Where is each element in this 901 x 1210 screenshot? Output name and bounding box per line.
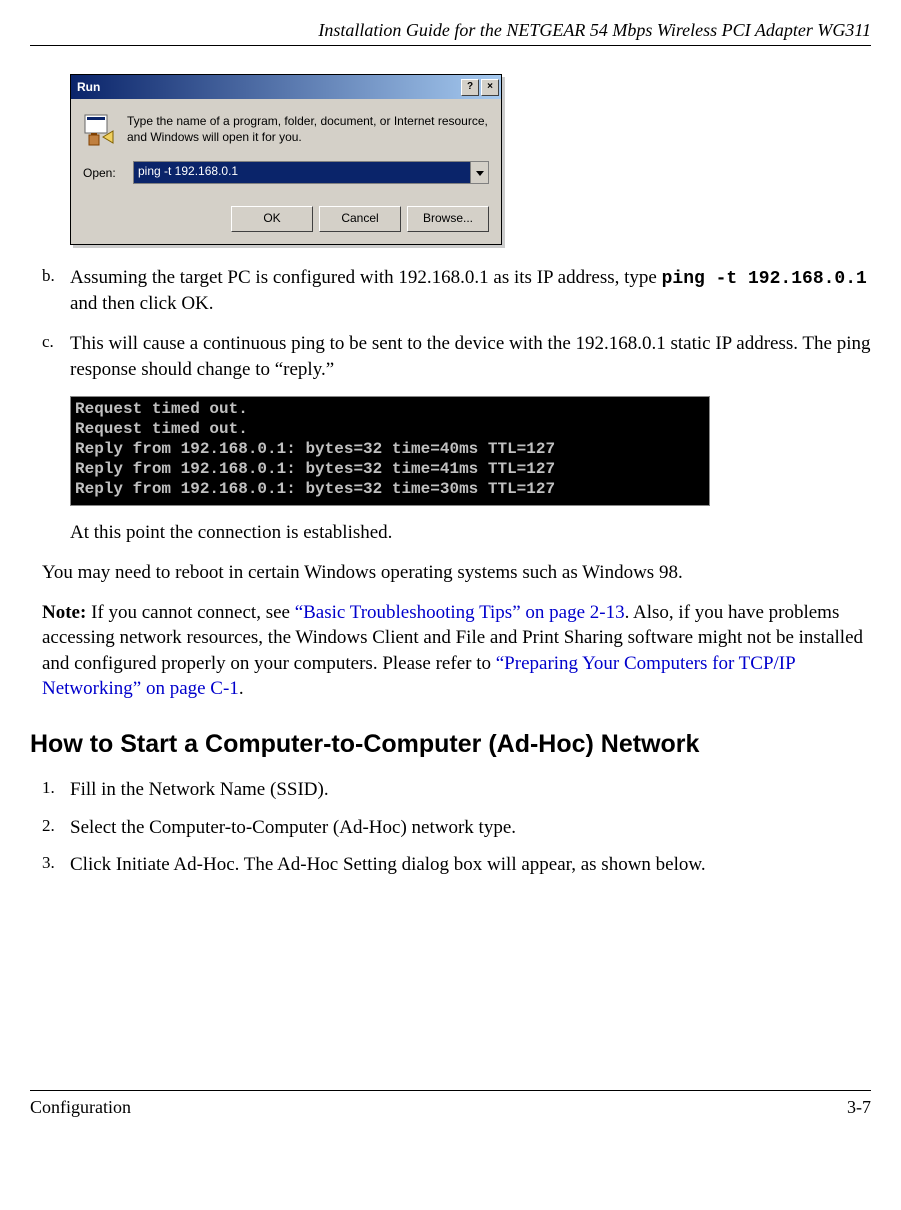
step-c-text: This will cause a continuous ping to be … — [70, 331, 871, 382]
ol-item-1: 1. Fill in the Network Name (SSID). — [42, 777, 871, 803]
ol-text-2: Select the Computer-to-Computer (Ad-Hoc)… — [70, 815, 516, 841]
ol-marker-1: 1. — [42, 777, 70, 803]
ol-marker-3: 3. — [42, 852, 70, 878]
term-line3: Reply from 192.168.0.1: bytes=32 time=40… — [75, 440, 555, 458]
ol-item-2: 2. Select the Computer-to-Computer (Ad-H… — [42, 815, 871, 841]
run-title: Run — [77, 80, 100, 94]
footer-rule — [30, 1090, 871, 1091]
reboot-note: You may need to reboot in certain Window… — [42, 560, 871, 586]
browse-button[interactable]: Browse... — [407, 206, 489, 232]
step-b: b. Assuming the target PC is configured … — [42, 265, 871, 317]
doc-header-title: Installation Guide for the NETGEAR 54 Mb… — [30, 20, 871, 41]
link-troubleshooting[interactable]: “Basic Troubleshooting Tips” on page 2-1… — [295, 602, 625, 623]
run-dialog: Run ? × Type the name of a program, fold… — [70, 74, 502, 245]
cancel-button[interactable]: Cancel — [319, 206, 401, 232]
open-combobox[interactable]: ping -t 192.168.0.1 — [133, 161, 489, 184]
ok-button[interactable]: OK — [231, 206, 313, 232]
chevron-down-icon — [476, 169, 484, 177]
open-label: Open: — [83, 166, 123, 180]
footer-left: Configuration — [30, 1097, 131, 1118]
ol-item-3: 3. Click Initiate Ad-Hoc. The Ad-Hoc Set… — [42, 852, 871, 878]
ol-text-3: Click Initiate Ad-Hoc. The Ad-Hoc Settin… — [70, 852, 706, 878]
ol-text-1: Fill in the Network Name (SSID). — [70, 777, 329, 803]
ol-marker-2: 2. — [42, 815, 70, 841]
run-icon — [83, 113, 117, 147]
note-label: Note: — [42, 602, 86, 623]
note-t1: If you cannot connect, see — [86, 602, 294, 623]
section-heading-adhoc: How to Start a Computer-to-Computer (Ad-… — [30, 730, 871, 759]
run-titlebar: Run ? × — [71, 75, 501, 99]
note-paragraph: Note: If you cannot connect, see “Basic … — [42, 600, 871, 703]
header-rule — [30, 45, 871, 46]
step-b-text1: Assuming the target PC is configured wit… — [70, 267, 662, 288]
run-description: Type the name of a program, folder, docu… — [127, 113, 489, 145]
step-c: c. This will cause a continuous ping to … — [42, 331, 871, 382]
close-button[interactable]: × — [481, 79, 499, 96]
step-b-text2: and then click OK. — [70, 293, 214, 314]
footer-right: 3-7 — [847, 1097, 871, 1118]
term-line5: Reply from 192.168.0.1: bytes=32 time=30… — [75, 480, 555, 498]
step-c-marker: c. — [42, 331, 70, 382]
connection-established-text: At this point the connection is establis… — [70, 520, 871, 546]
open-input[interactable]: ping -t 192.168.0.1 — [134, 162, 470, 183]
help-button[interactable]: ? — [461, 79, 479, 96]
ping-terminal-output: Request timed out. Request timed out. Re… — [70, 396, 710, 506]
term-line4: Reply from 192.168.0.1: bytes=32 time=41… — [75, 460, 555, 478]
step-b-marker: b. — [42, 265, 70, 317]
step-b-code: ping -t 192.168.0.1 — [662, 269, 867, 289]
note-t3: . — [239, 678, 244, 699]
term-line2: Request timed out. — [75, 420, 248, 438]
combo-dropdown-button[interactable] — [470, 162, 488, 183]
term-line1: Request timed out. — [75, 400, 248, 418]
